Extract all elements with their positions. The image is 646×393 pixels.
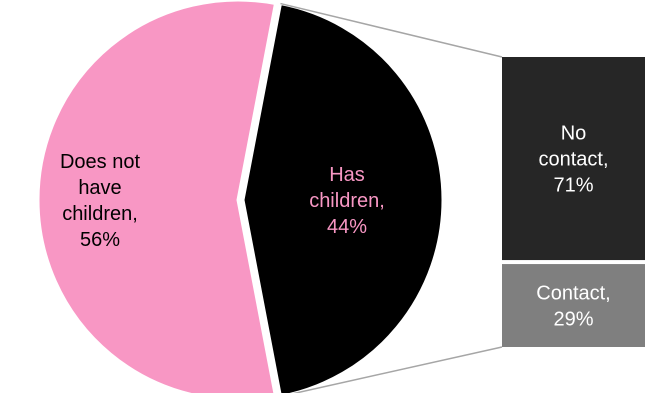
- connector-line-top: [280, 2, 503, 58]
- pie-label-line: have: [78, 177, 121, 199]
- bar-label-line: No: [561, 123, 587, 145]
- connector-lines: [280, 2, 503, 393]
- bar-label-line: 71%: [553, 175, 593, 197]
- pie-label-line: children,: [62, 203, 138, 225]
- bar-label-line: Contact,: [536, 283, 610, 305]
- bar-label-line: contact,: [538, 149, 608, 171]
- pie-label-line: Has: [329, 164, 365, 186]
- pie-label-line: Does not: [60, 151, 140, 173]
- connector-line-bottom: [292, 346, 503, 393]
- stacked-bar: [502, 57, 645, 347]
- pie-label-line: children,: [309, 190, 385, 212]
- pie: [36, 0, 445, 393]
- pie-label-line: 44%: [327, 216, 367, 238]
- bar-label-no-contact: No contact, 71%: [538, 123, 608, 197]
- pie-slice-has-children: [241, 1, 445, 393]
- pie-label-line: 56%: [80, 229, 120, 251]
- bar-segment-contact: [502, 264, 645, 347]
- pie-label-has-children: Has children, 44%: [309, 164, 385, 238]
- bar-segment-no-contact: [502, 57, 645, 261]
- bar-label-line: 29%: [553, 309, 593, 331]
- pie-label-does-not-have-children: Does not have children, 56%: [60, 151, 140, 251]
- data-labels: Does not have children, 56% Has children, 44% N…: [60, 123, 611, 331]
- bar-label-contact: Contact, 29%: [536, 283, 610, 331]
- pie-slice-does-not-have: [36, 0, 278, 393]
